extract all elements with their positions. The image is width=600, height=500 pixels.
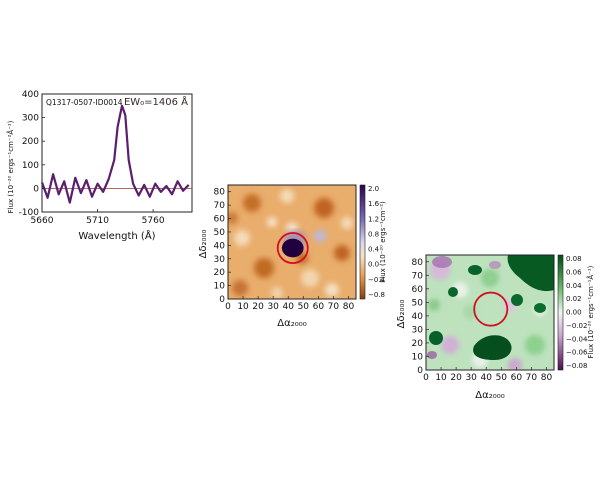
spectrum-xtick-label: 5660 xyxy=(31,216,54,226)
narrowband-map-image xyxy=(228,185,356,299)
mapA-xtick-label: 30 xyxy=(267,302,279,312)
mapB-ytick-label: 30 xyxy=(412,325,424,335)
mapA-xtick-label: 70 xyxy=(328,302,340,312)
mapB-xtick-label: 20 xyxy=(450,373,462,383)
mapB-xtick-label: 0 xyxy=(423,373,429,383)
spectrum-ytick-label: 300 xyxy=(22,114,39,124)
mapB-colorbar-tick-label: 0.04 xyxy=(566,282,582,290)
spectrum-ytick-label: 400 xyxy=(22,90,39,100)
mapB-xtick-label: 10 xyxy=(435,373,447,383)
mapB-xtick-label: 80 xyxy=(541,373,553,383)
mapB-colorbar-tick-label: 0.06 xyxy=(566,268,582,276)
spectrum-ew-annotation: EW₀=1406 Å xyxy=(124,95,188,108)
mapA-ytick-label: 70 xyxy=(214,201,226,211)
spectrum-xlabel: Wavelength (Å) xyxy=(78,229,155,242)
mapB-colorbar-tick-label: −0.06 xyxy=(566,349,588,357)
mapB-ytick-label: 60 xyxy=(412,285,424,295)
spectrum-xtick-label: 5760 xyxy=(142,216,165,226)
mapA-colorbar-tick-label: 0.4 xyxy=(368,246,380,254)
mapA-ytick-label: 30 xyxy=(214,255,226,265)
mapB-colorbar-tick-label: −0.02 xyxy=(566,322,587,330)
narrowband-colorbar-label: Flux (10⁻²⁰ ergs⁻¹cm⁻²) xyxy=(379,201,387,283)
mapB-colorbar-tick-label: 0.00 xyxy=(566,309,582,317)
continuum-aperture-circle xyxy=(473,291,509,327)
narrowband-map-xlabel: Δα₂₀₀₀ xyxy=(277,318,306,329)
narrowband-map-panel: Δδ₂₀₀₀ 0 10 20 30 40 50 60 70 80 010203040506070… xyxy=(198,184,387,329)
spectrum-ylabel: Flux (10⁻²⁰ ergs⁻¹cm⁻²Å⁻¹) xyxy=(6,120,15,213)
narrowband-map-ylabel: Δδ₂₀₀₀ xyxy=(198,230,209,259)
mapA-colorbar-tick-label: 0.0 xyxy=(368,261,379,269)
mapB-colorbar-tick-label: 0.02 xyxy=(566,295,582,303)
mapA-ytick-label: 40 xyxy=(214,241,226,251)
mapB-ytick-label: 20 xyxy=(412,339,424,349)
mapA-xtick-label: 0 xyxy=(225,302,231,312)
mapA-colorbar-tick-label: 1.6 xyxy=(368,200,380,208)
mapB-xtick-label: 60 xyxy=(511,373,523,383)
mapA-colorbar-tick-label: 1.2 xyxy=(368,215,379,223)
mapA-ytick-label: 80 xyxy=(214,188,226,198)
continuum-map-ylabel: Δδ₂₀₀₀ xyxy=(396,300,407,329)
mapB-colorbar-tick-label: −0.04 xyxy=(566,335,588,343)
continuum-map-xlabel: Δα₂₀₀₀ xyxy=(475,390,504,401)
mapA-xtick-label: 80 xyxy=(343,302,355,312)
narrowband-aperture-circle xyxy=(276,232,309,264)
mapA-xtick-label: 50 xyxy=(298,302,310,312)
mapB-colorbar-tick-label: −0.08 xyxy=(566,362,587,370)
spectrum-line xyxy=(40,104,190,204)
mapB-ytick-label: 10 xyxy=(412,352,424,362)
mapA-colorbar-tick-label: −0.8 xyxy=(368,291,385,299)
spectrum-ytick-label: 0 xyxy=(33,184,39,194)
mapA-colorbar-tick-label: 0.8 xyxy=(368,230,379,238)
mapB-ytick-label: 80 xyxy=(412,258,424,268)
mapA-ytick-label: 50 xyxy=(214,228,226,238)
mapA-xtick-label: 10 xyxy=(237,302,249,312)
continuum-map-image xyxy=(426,255,554,370)
mapB-ytick-label: 40 xyxy=(412,312,424,322)
mapB-ytick-label: 0 xyxy=(417,366,423,376)
mapB-xtick-label: 50 xyxy=(496,373,508,383)
spectrum-ytick-label: 100 xyxy=(22,161,39,171)
spectrum-plot-area xyxy=(41,93,193,213)
mapA-xtick-label: 60 xyxy=(313,302,325,312)
spectrum-xtick-label: 5710 xyxy=(86,216,109,226)
spectrum-ytick-label: 200 xyxy=(22,137,39,147)
continuum-colorbar xyxy=(557,254,564,371)
narrowband-colorbar xyxy=(359,184,366,300)
mapA-colorbar-tick-label: −0.4 xyxy=(368,276,386,284)
mapA-colorbar-tick-label: 2.0 xyxy=(368,185,379,193)
mapB-xtick-label: 40 xyxy=(481,373,493,383)
mapB-ytick-label: 50 xyxy=(412,298,424,308)
spectrum-panel: Flux (10⁻²⁰ ergs⁻¹cm⁻²Å⁻¹) -100 0 100 200 30… xyxy=(6,90,193,242)
mapA-xtick-label: 40 xyxy=(283,302,295,312)
spectrum-object-id: Q1317-0507-ID0014 xyxy=(46,98,123,107)
mapA-ytick-label: 0 xyxy=(219,295,225,305)
narrowband-emission-source xyxy=(281,238,304,258)
mapA-xtick-label: 20 xyxy=(252,302,264,312)
mapA-ytick-label: 10 xyxy=(214,282,226,292)
spectrum-ytick-label: -100 xyxy=(19,208,40,218)
mapB-ytick-label: 70 xyxy=(412,271,424,281)
mapB-xtick-label: 30 xyxy=(465,373,477,383)
mapA-ytick-label: 60 xyxy=(214,215,226,225)
mapB-colorbar-tick-label: 0.08 xyxy=(566,255,582,263)
continuum-colorbar-label: Flux (10⁻²⁰ ergs⁻¹cm⁻¹Å⁻¹) xyxy=(586,265,595,358)
mapB-xtick-label: 70 xyxy=(526,373,538,383)
mapA-ytick-label: 20 xyxy=(214,268,226,278)
